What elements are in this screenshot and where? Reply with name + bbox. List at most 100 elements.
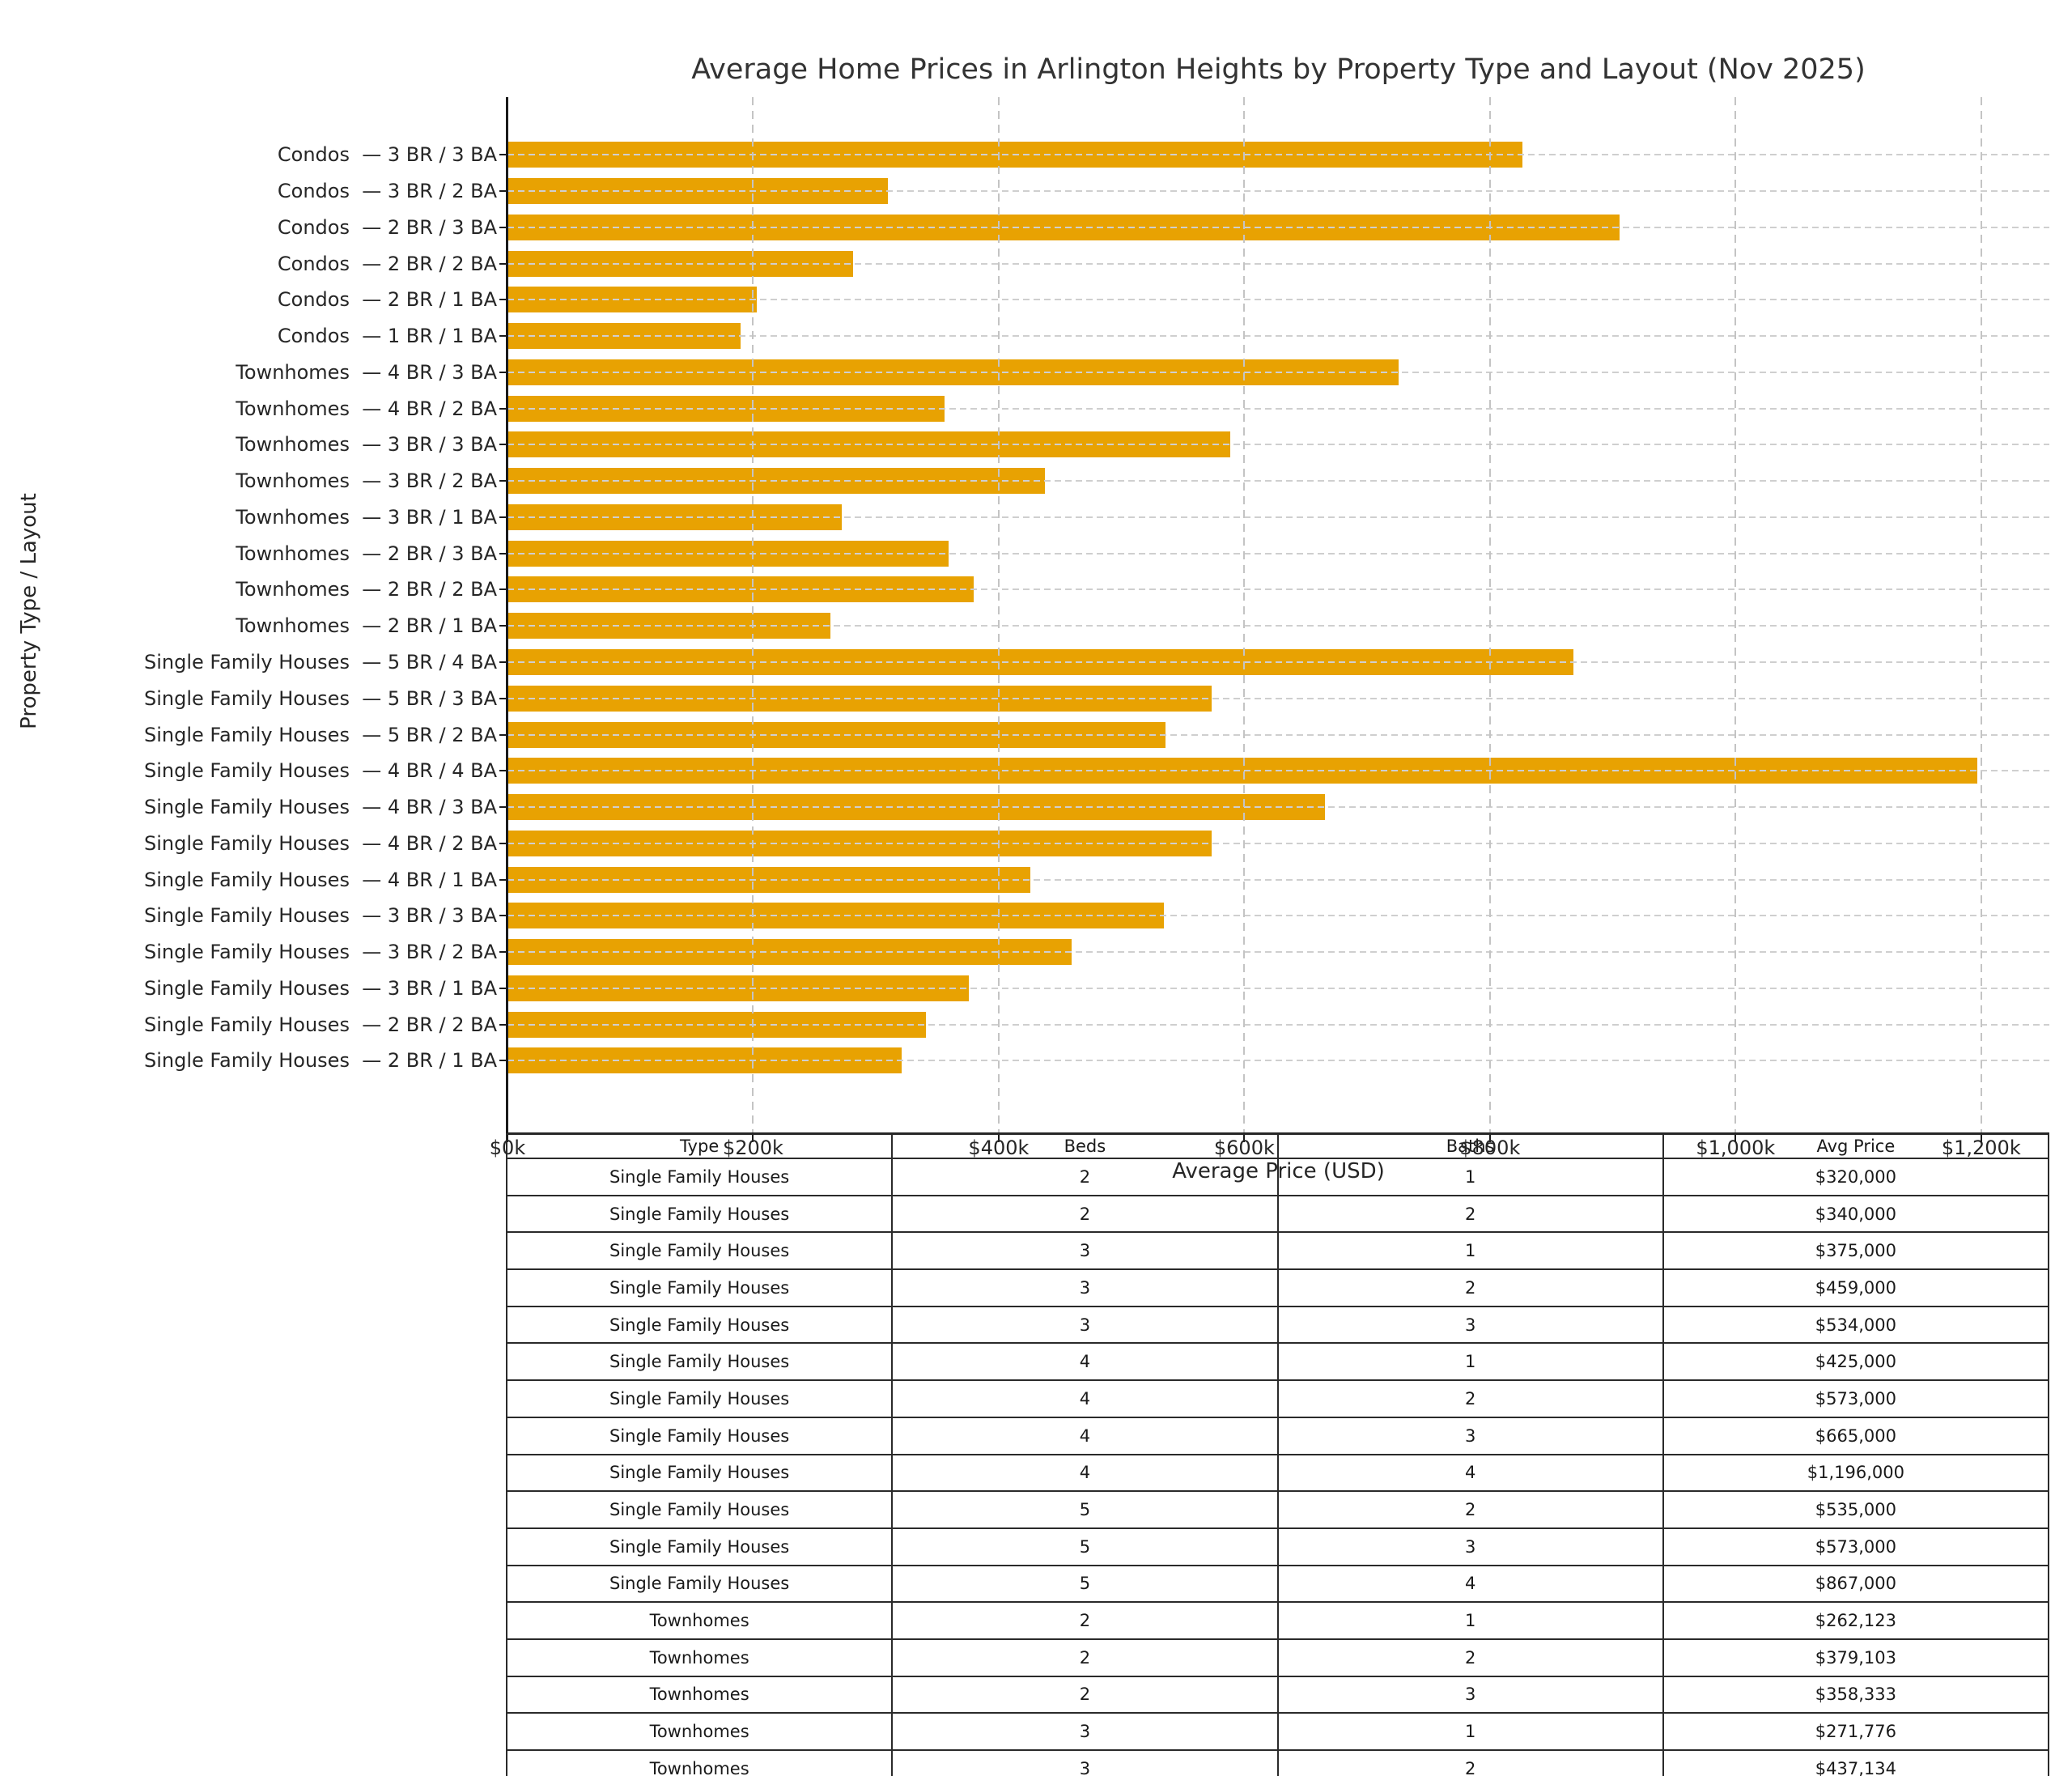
table-cell: $320,000 — [1662, 1158, 2050, 1196]
y-tick-label: Single Family Houses — 4 BR / 1 BA — [143, 868, 497, 891]
table-cell: 2 — [891, 1675, 1279, 1714]
table-cell: Single Family Houses — [505, 1527, 894, 1566]
y-tick-mark — [499, 878, 507, 881]
h-gridline — [507, 1060, 2049, 1062]
x-tick-label: $1,000k — [1696, 1137, 1776, 1159]
y-tick-mark — [499, 516, 507, 518]
table-cell: 3 — [1276, 1675, 1664, 1714]
x-tick-label: $200k — [722, 1137, 783, 1159]
table-header-cell: Baths — [1276, 1133, 1664, 1159]
y-tick-mark — [499, 552, 507, 554]
table-cell: 5 — [891, 1490, 1279, 1529]
y-tick-mark — [499, 226, 507, 228]
h-gridline — [507, 299, 2049, 301]
h-gridline — [507, 1023, 2049, 1026]
y-tick-mark — [499, 697, 507, 699]
y-tick-label: Townhomes — 2 BR / 1 BA — [236, 614, 497, 638]
y-tick-label: Single Family Houses — 3 BR / 3 BA — [143, 904, 497, 928]
table-cell: $375,000 — [1662, 1231, 2050, 1271]
v-gridline — [997, 97, 1000, 1133]
y-tick-label: Single Family Houses — 3 BR / 1 BA — [143, 976, 497, 1000]
table-row: Single Family Houses 4 1 $425,000 — [505, 1342, 2050, 1382]
table-cell: 1 — [1276, 1342, 1664, 1382]
h-gridline — [507, 733, 2049, 736]
table-cell: 3 — [891, 1749, 1279, 1776]
table-cell: Single Family Houses — [505, 1194, 894, 1234]
y-tick-mark — [499, 189, 507, 192]
h-gridline — [507, 189, 2049, 192]
table-cell: Single Family Houses — [505, 1231, 894, 1271]
h-gridline — [507, 444, 2049, 446]
table-header-cell: Type — [505, 1133, 894, 1159]
h-gridline — [507, 588, 2049, 591]
table-cell: 2 — [1276, 1490, 1664, 1529]
h-gridline — [507, 625, 2049, 627]
table-cell: 2 — [891, 1194, 1279, 1234]
table-header-cell: Avg Price — [1662, 1133, 2050, 1159]
x-tick-mark — [752, 1135, 754, 1142]
table-cell: $262,123 — [1662, 1601, 2050, 1640]
table-row: Single Family Houses 3 2 $459,000 — [505, 1268, 2050, 1307]
y-tick-label: Townhomes — 2 BR / 3 BA — [236, 542, 497, 565]
y-tick-label: Single Family Houses — 5 BR / 2 BA — [143, 723, 497, 746]
h-gridline — [507, 951, 2049, 954]
y-tick-label: Single Family Houses — 2 BR / 2 BA — [143, 1013, 497, 1036]
y-tick-label: Condos — 2 BR / 1 BA — [277, 288, 497, 312]
x-tick-label: $600k — [1213, 1137, 1275, 1159]
x-tick-mark — [507, 1135, 508, 1142]
x-tick-label: $1,200k — [1941, 1137, 2021, 1159]
table-cell: 3 — [891, 1305, 1279, 1345]
table-row: Single Family Houses 4 2 $573,000 — [505, 1379, 2050, 1418]
table-cell: Townhomes — [505, 1749, 894, 1776]
table-cell: 1 — [1276, 1601, 1664, 1640]
table-cell: 2 — [1276, 1268, 1664, 1307]
table-cell: 5 — [891, 1527, 1279, 1566]
y-tick-label: Single Family Houses — 2 BR / 1 BA — [143, 1049, 497, 1073]
table-row: Single Family Houses 4 3 $665,000 — [505, 1416, 2050, 1455]
y-tick-label: Townhomes — 3 BR / 3 BA — [236, 433, 497, 457]
table-row: Single Family Houses 2 2 $340,000 — [505, 1194, 2050, 1234]
h-gridline — [507, 842, 2049, 844]
h-gridline — [507, 878, 2049, 881]
table-cell: $573,000 — [1662, 1527, 2050, 1566]
y-axis-spine — [506, 97, 508, 1134]
table-cell: Single Family Houses — [505, 1158, 894, 1196]
h-gridline — [507, 480, 2049, 482]
table-row: Single Family Houses 4 4 $1,196,000 — [505, 1453, 2050, 1493]
table-cell: 4 — [891, 1379, 1279, 1418]
y-tick-mark — [499, 770, 507, 772]
table-cell: 2 — [1276, 1749, 1664, 1776]
table-cell: 5 — [891, 1564, 1279, 1604]
h-gridline — [507, 516, 2049, 518]
y-tick-label: Condos — 1 BR / 1 BA — [277, 325, 497, 348]
table-cell: $271,776 — [1662, 1712, 2050, 1751]
table-cell: Townhomes — [505, 1601, 894, 1640]
v-gridline — [1243, 97, 1246, 1133]
y-tick-mark — [499, 806, 507, 809]
table-cell: 2 — [891, 1601, 1279, 1640]
x-tick-label: $400k — [968, 1137, 1030, 1159]
chart-title: Average Home Prices in Arlington Heights… — [691, 53, 1866, 86]
table-cell: Single Family Houses — [505, 1305, 894, 1345]
table-cell: 1 — [1276, 1712, 1664, 1751]
table-cell: $425,000 — [1662, 1342, 2050, 1382]
y-tick-label: Condos — 3 BR / 3 BA — [277, 143, 497, 167]
x-tick-mark — [997, 1135, 1000, 1142]
table-cell: Single Family Houses — [505, 1379, 894, 1418]
table-cell: Single Family Houses — [505, 1416, 894, 1455]
table-cell: 4 — [1276, 1564, 1664, 1604]
table-row: Single Family Houses 5 3 $573,000 — [505, 1527, 2050, 1566]
y-tick-mark — [499, 951, 507, 954]
table-row: Single Family Houses 3 3 $534,000 — [505, 1305, 2050, 1345]
y-tick-label: Townhomes — 3 BR / 2 BA — [236, 469, 497, 493]
y-tick-label: Condos — 2 BR / 3 BA — [277, 215, 497, 239]
y-tick-mark — [499, 299, 507, 301]
y-tick-mark — [499, 335, 507, 338]
y-tick-mark — [499, 1023, 507, 1026]
h-gridline — [507, 987, 2049, 989]
v-gridline — [1734, 97, 1737, 1133]
h-gridline — [507, 915, 2049, 917]
table-header-row: Type Beds Baths Avg Price — [505, 1133, 2050, 1159]
h-gridline — [507, 407, 2049, 410]
